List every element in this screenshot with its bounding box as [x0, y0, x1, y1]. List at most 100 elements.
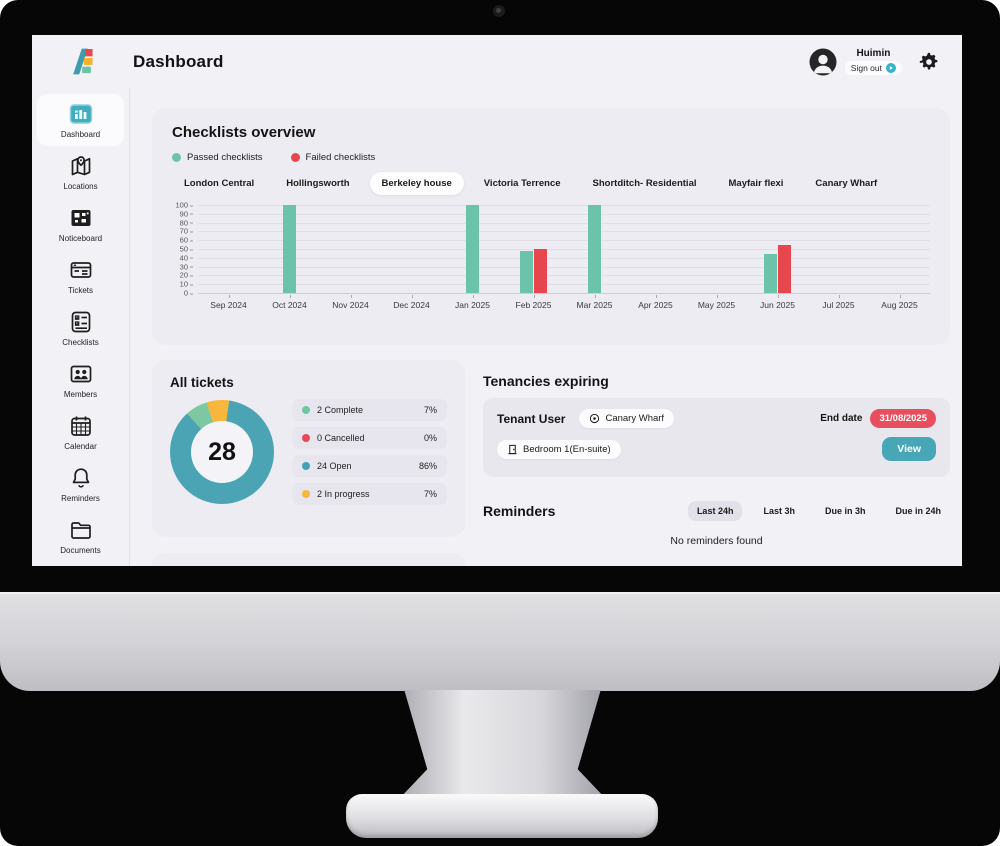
- bar-passed-checklists: [520, 250, 533, 293]
- monitor-stand-neck: [398, 690, 607, 800]
- status-dot-icon: [302, 434, 310, 442]
- sidebar-item-noticeboard[interactable]: Noticeboard: [37, 198, 124, 250]
- bar-slot-aug-2025: [869, 205, 930, 293]
- y-axis-tick: 50: [180, 245, 193, 254]
- bar-group: [520, 249, 547, 293]
- tickets-icon: [69, 258, 93, 282]
- end-date-label: End date: [820, 413, 863, 424]
- sidebar-item-label: Dashboard: [60, 129, 101, 139]
- tab-hollingsworth[interactable]: Hollingsworth: [286, 178, 350, 189]
- x-axis-label: Sep 2024: [198, 295, 259, 310]
- tenancy-card: Tenant User Canary Wharf End date 31/08/…: [483, 398, 950, 477]
- y-axis: 100 90 80 70 60 50 40 30 20 10 0: [172, 201, 198, 298]
- ticket-status-label: 24 Open: [317, 461, 352, 471]
- sidebar-item-dashboard[interactable]: Dashboard: [37, 94, 124, 146]
- ticket-status-label: 0 Cancelled: [317, 433, 365, 443]
- documents-icon: [69, 518, 93, 542]
- sign-out-arrow-icon: [886, 63, 896, 73]
- x-axis-labels: Sep 2024 Oct 2024 Nov 2024 Dec 2024 Jan 2025…: [198, 295, 930, 310]
- dashboard-icon: [69, 102, 93, 126]
- partial-card: [152, 553, 465, 566]
- bar-slot-jan-2025: [442, 205, 503, 293]
- bar-slot-dec-2024: [381, 205, 442, 293]
- y-axis-tick: 100: [175, 201, 193, 210]
- sidebar-item-label: Checklists: [62, 337, 99, 347]
- ticket-status-label: 2 In progress: [317, 489, 370, 499]
- sign-out-label: Sign out: [850, 63, 882, 73]
- legend-dot-icon: [290, 153, 300, 162]
- bar-slot-may-2025: [686, 205, 747, 293]
- ticket-status-percent: 86%: [418, 461, 437, 471]
- tickets-body: 28 2 Complete 7% 0 Cancelled 0% 24 Open 86% 2 …: [170, 399, 447, 505]
- bar-group: [466, 205, 479, 293]
- checklists-overview-card: Checklists overview Passed checklists Fai…: [152, 108, 950, 345]
- tab-canary-wharf[interactable]: Canary Wharf: [815, 178, 878, 189]
- gridline: [198, 293, 930, 294]
- status-dot-icon: [302, 490, 310, 498]
- sidebar: Dashboard Locations Noticeboard Tickets Chec…: [32, 88, 130, 566]
- sign-out-button[interactable]: Sign out: [844, 61, 902, 75]
- legend-label: Failed checklists: [305, 152, 376, 163]
- y-axis-tick: 90: [180, 209, 193, 218]
- legend-item-failed-checklists: Failed checklists: [290, 152, 376, 163]
- reminder-filter-due-in-3h[interactable]: Due in 3h: [824, 506, 866, 516]
- y-axis-tick: 70: [180, 227, 193, 236]
- gridline: [198, 275, 930, 277]
- bar-group: [764, 245, 791, 293]
- bar-passed-checklists: [466, 205, 479, 293]
- sidebar-item-checklists[interactable]: Checklists: [37, 302, 124, 354]
- tickets-total: 28: [208, 437, 236, 466]
- ticket-legend-row-24-open: 24 Open 86%: [292, 455, 447, 477]
- tab-mayfair-flexi[interactable]: Mayfair flexi: [728, 178, 784, 189]
- reminder-filter-last-3h[interactable]: Last 3h: [763, 506, 795, 516]
- sidebar-item-calendar[interactable]: Calendar: [37, 406, 124, 458]
- room-pill[interactable]: Bedroom 1(En-suite): [497, 439, 621, 459]
- sidebar-item-label: Reminders: [61, 493, 100, 503]
- app-logo-icon: [73, 48, 93, 75]
- bar-failed-checklists: [778, 245, 791, 293]
- sidebar-item-tickets[interactable]: Tickets: [37, 250, 124, 302]
- all-tickets-card: All tickets 28 2 Complete 7% 0 Cancelled 0%…: [152, 360, 465, 537]
- tab-berkeley-house[interactable]: Berkeley house: [369, 172, 464, 195]
- bar-slot-jul-2025: [808, 205, 869, 293]
- reminder-filter-due-in-24h[interactable]: Due in 24h: [895, 506, 941, 516]
- x-axis-label: Aug 2025: [869, 295, 930, 310]
- sidebar-item-reminders[interactable]: Reminders: [37, 458, 124, 510]
- user-block: Huimin Sign out: [844, 48, 902, 75]
- tab-shortditch-residential[interactable]: Shortditch- Residential: [592, 178, 697, 189]
- tab-london-central[interactable]: London Central: [184, 178, 255, 189]
- locations-icon: [69, 154, 93, 178]
- page-title: Dashboard: [133, 51, 224, 71]
- bar-passed-checklists: [283, 205, 296, 293]
- bar-slot-feb-2025: [503, 205, 564, 293]
- settings-gear-icon[interactable]: [918, 51, 940, 73]
- avatar[interactable]: [809, 48, 837, 76]
- legend-label: Passed checklists: [187, 152, 263, 163]
- noticeboard-icon: [69, 206, 93, 230]
- tickets-legend: 2 Complete 7% 0 Cancelled 0% 24 Open 86% 2 In …: [292, 399, 447, 505]
- gridline: [198, 222, 930, 224]
- checklists-icon: [69, 310, 93, 334]
- tab-victoria-terrence[interactable]: Victoria Terrence: [483, 178, 561, 189]
- sidebar-item-locations[interactable]: Locations: [37, 146, 124, 198]
- tenancy-row-1: Tenant User Canary Wharf End date 31/08/…: [497, 409, 936, 428]
- view-button[interactable]: View: [882, 437, 936, 461]
- gridline: [198, 240, 930, 242]
- bar-group: [283, 205, 296, 293]
- gridline: [198, 213, 930, 215]
- gridline: [198, 257, 930, 259]
- end-date-badge: 31/08/2025: [870, 409, 936, 428]
- sidebar-item-label: Tickets: [67, 285, 94, 295]
- top-bar: Dashboard Huimin Sign out: [32, 35, 962, 88]
- reminder-filter-last-24h[interactable]: Last 24h: [687, 501, 743, 521]
- sidebar-item-members[interactable]: Members: [37, 354, 124, 406]
- checklists-title: Checklists overview: [172, 124, 316, 141]
- sidebar-item-documents[interactable]: Documents: [37, 510, 124, 562]
- bar-passed-checklists: [588, 205, 601, 293]
- tenancy-row-2: Bedroom 1(En-suite) View: [497, 437, 936, 461]
- location-pin-icon: [590, 413, 600, 424]
- app-screen: Dashboard Huimin Sign out: [32, 35, 962, 566]
- location-pill[interactable]: Canary Wharf: [579, 409, 675, 428]
- x-axis-label: Jun 2025: [747, 295, 808, 310]
- gridline: [198, 249, 930, 250]
